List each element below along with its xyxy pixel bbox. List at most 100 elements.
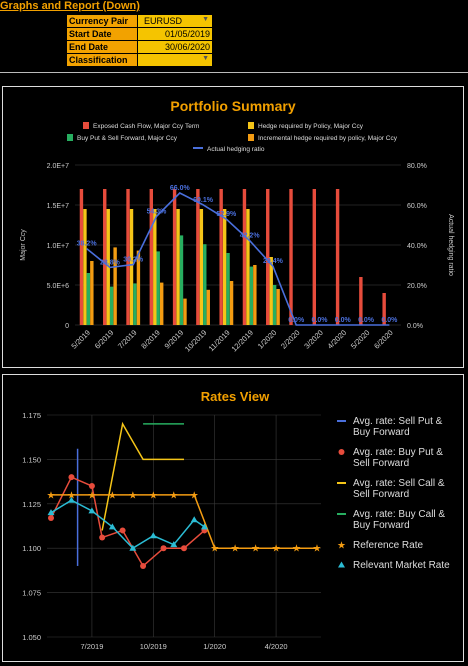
series-line [50, 499, 205, 550]
bar [133, 283, 137, 325]
bar [203, 244, 207, 325]
bar [253, 265, 257, 325]
x-tick-label: 1/2020 [256, 328, 279, 351]
y-tick-label: 1.150 [22, 455, 41, 464]
bar [90, 261, 94, 325]
bar [196, 189, 200, 325]
y-tick-label: 5.0E+6 [47, 283, 69, 290]
data-point [129, 544, 137, 551]
currency-pair-select[interactable]: EURUSD ▼ [137, 14, 213, 28]
y2-tick-label: 80.0% [407, 163, 427, 170]
bar [246, 209, 250, 325]
bar [222, 209, 227, 325]
data-label: 0.0% [288, 317, 305, 324]
data-label: 0.0% [381, 317, 398, 324]
x-tick-label: 6/2019 [93, 328, 116, 351]
data-point [48, 515, 54, 522]
bar [219, 189, 223, 325]
x-tick-label: 4/2020 [326, 328, 349, 351]
data-point: ★ [169, 490, 178, 501]
x-tick-label: 5/2020 [349, 328, 372, 351]
bar [289, 189, 293, 325]
data-point: ★ [87, 490, 96, 501]
x-tick-label: 10/2019 [140, 642, 167, 651]
data-point: ★ [67, 490, 76, 501]
bar [126, 189, 130, 325]
bar [382, 293, 386, 325]
data-label: 66.0% [170, 185, 191, 192]
legend-swatch [67, 134, 73, 141]
legend-label: Relevant Market Rate [353, 560, 450, 571]
data-point: ★ [292, 544, 301, 555]
bar [79, 189, 84, 325]
bar [335, 189, 340, 325]
dropdown-arrow-icon[interactable]: ▼ [202, 16, 209, 23]
bar [136, 250, 141, 325]
data-label: 28.8% [100, 259, 121, 266]
y-tick-label: 1.075 [22, 589, 41, 598]
data-point [190, 516, 198, 523]
end-date-cell[interactable]: 30/06/2020 [137, 40, 213, 54]
currency-pair-value: EURUSD [144, 16, 183, 26]
data-point [88, 483, 95, 490]
portfolio-summary-panel: Portfolio Summary Exposed Cash Flow, Majo… [2, 86, 464, 368]
y-tick-label: 1.0E+7 [47, 243, 69, 250]
rates-view-chart[interactable]: Rates View 1.050 1.075 1.100 1.125 1.150 1.175… [3, 375, 463, 661]
data-point [338, 449, 345, 455]
classification-select[interactable]: ▼ [137, 53, 213, 67]
bar [242, 189, 247, 325]
data-point [170, 541, 178, 548]
x-tick-label: 7/2019 [80, 642, 103, 651]
bar [113, 247, 117, 325]
dropdown-arrow-icon[interactable]: ▼ [202, 55, 209, 62]
param-label: Classification [66, 53, 138, 67]
legend-swatch [248, 122, 254, 129]
param-label: Start Date [66, 27, 138, 41]
y2-tick-label: 0.0% [407, 323, 423, 330]
bar [312, 189, 316, 325]
bar [226, 253, 230, 325]
data-label: 30.2% [123, 257, 144, 264]
parameters-table: Currency Pair EURUSD ▼ Start Date 01/05/2… [66, 14, 213, 67]
data-point [68, 474, 75, 481]
data-point [99, 534, 106, 541]
bar [103, 189, 107, 325]
bar [199, 209, 204, 325]
bar [83, 209, 87, 325]
bar [276, 289, 280, 325]
y2-axis-label: Actual hedging ratio [447, 214, 454, 276]
param-row-currency-pair: Currency Pair EURUSD ▼ [66, 14, 213, 28]
y-tick-label: 1.100 [22, 544, 41, 553]
data-point [67, 496, 75, 503]
portfolio-summary-chart[interactable]: Portfolio Summary Exposed Cash Flow, Majo… [3, 87, 463, 367]
data-point [200, 523, 208, 530]
y2-tick-label: 60.0% [407, 203, 427, 210]
bar [172, 189, 177, 325]
data-point: ★ [337, 541, 346, 552]
bar [269, 257, 273, 325]
param-row-end-date: End Date 30/06/2020 [66, 40, 213, 54]
data-label: 42.2% [240, 233, 261, 240]
sheet-title: Graphs and Report (Down) [0, 0, 140, 12]
bar [206, 289, 210, 325]
x-tick-label: 6/2020 [372, 328, 395, 351]
data-point: ★ [149, 490, 158, 501]
bar [176, 209, 180, 325]
start-date-cell[interactable]: 01/05/2019 [137, 27, 213, 41]
bar [149, 189, 153, 325]
bar [249, 266, 254, 325]
data-label: 38.2% [77, 241, 98, 248]
y-tick-label: 1.050 [22, 633, 41, 642]
x-tick-label: 7/2019 [116, 328, 139, 351]
data-point [140, 562, 147, 569]
legend-label: Avg. rate: Buy Call & Buy Forward [353, 509, 445, 531]
data-point: ★ [128, 490, 137, 501]
data-point: ★ [251, 544, 260, 555]
data-point [88, 507, 96, 514]
legend-label: Hedge required by Policy, Major Ccy [258, 123, 364, 130]
section-divider [0, 72, 468, 73]
data-point [149, 532, 157, 539]
legend-swatch [248, 134, 254, 141]
data-point [338, 561, 345, 568]
data-label: 60.1% [193, 197, 214, 204]
